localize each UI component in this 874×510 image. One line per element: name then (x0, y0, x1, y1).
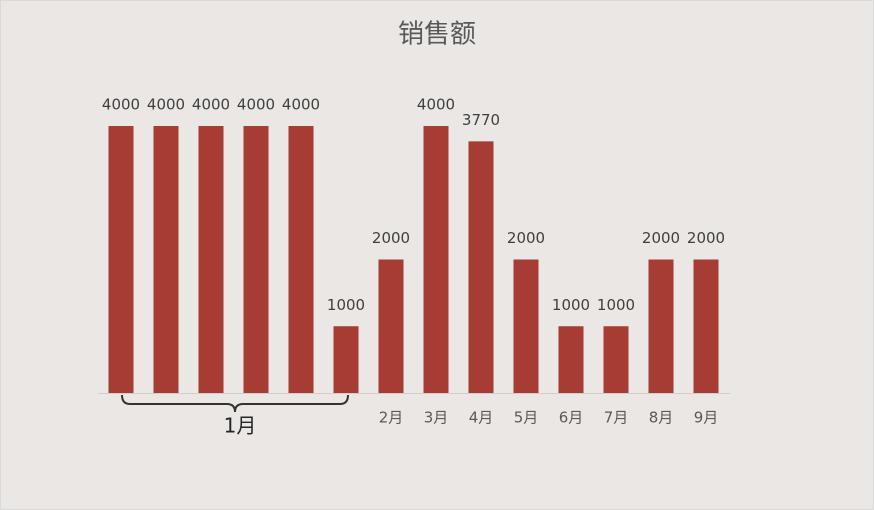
chart-title: 销售额 (398, 20, 476, 50)
bar (423, 126, 449, 393)
data-label: 1000 (597, 296, 635, 314)
data-label: 2000 (642, 229, 680, 247)
bar (693, 259, 719, 393)
bar (558, 326, 584, 393)
annotation: 1月 (224, 414, 257, 438)
x-tick-label: 9月 (694, 409, 719, 427)
bar (333, 326, 359, 393)
brace (121, 394, 349, 413)
data-label: 2000 (507, 229, 545, 247)
data-label: 4000 (192, 96, 230, 114)
x-tick-label: 8月 (649, 409, 674, 427)
data-label: 3770 (462, 111, 500, 129)
data-label: 1000 (327, 296, 365, 314)
bar (468, 141, 494, 393)
data-label: 4000 (417, 96, 455, 114)
bar (243, 126, 269, 393)
data-label: 2000 (687, 229, 725, 247)
x-tick-label: 7月 (604, 409, 629, 427)
x-tick-label: 2月 (379, 409, 404, 427)
x-tick-label: 5月 (514, 409, 539, 427)
bar (603, 326, 629, 393)
data-label: 4000 (147, 96, 185, 114)
bar (153, 126, 179, 393)
bar (513, 259, 539, 393)
x-tick-label: 6月 (559, 409, 584, 427)
data-label: 1000 (552, 296, 590, 314)
data-label: 4000 (102, 96, 140, 114)
bar (108, 126, 134, 393)
data-label: 2000 (372, 229, 410, 247)
bar (378, 259, 404, 393)
data-label: 4000 (282, 96, 320, 114)
bar (198, 126, 224, 393)
bar (288, 126, 314, 393)
data-label: 4000 (237, 96, 275, 114)
x-tick-label: 4月 (469, 409, 494, 427)
x-tick-label: 3月 (424, 409, 449, 427)
bar (648, 259, 674, 393)
